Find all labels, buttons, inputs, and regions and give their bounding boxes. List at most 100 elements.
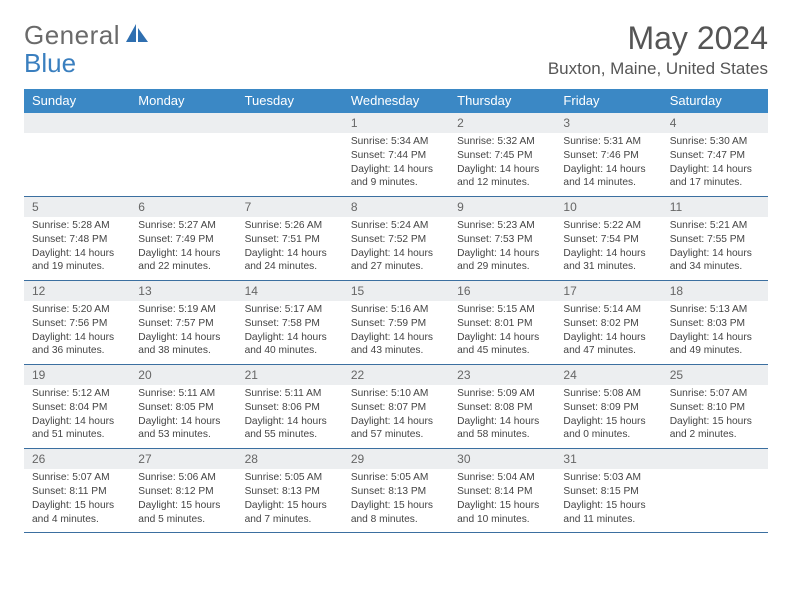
day-number: 7 [237, 197, 343, 217]
day-line: Sunrise: 5:28 AM [32, 219, 122, 233]
brand-part2: Blue [24, 48, 76, 79]
day-detail: Sunrise: 5:20 AMSunset: 7:56 PMDaylight:… [24, 301, 130, 364]
day-line: Sunrise: 5:21 AM [670, 219, 760, 233]
day-line: Sunrise: 5:04 AM [457, 471, 547, 485]
day-number: 4 [662, 113, 768, 133]
day-line: and 9 minutes. [351, 176, 441, 190]
day-line: and 11 minutes. [563, 513, 653, 527]
day-line: Sunset: 8:13 PM [245, 485, 335, 499]
day-number: 23 [449, 365, 555, 385]
day-line: Daylight: 15 hours [563, 499, 653, 513]
day-line: and 2 minutes. [670, 428, 760, 442]
day-line: Sunset: 7:59 PM [351, 317, 441, 331]
day-line: and 14 minutes. [563, 176, 653, 190]
day-line: Daylight: 15 hours [32, 499, 122, 513]
day-line: Sunset: 8:08 PM [457, 401, 547, 415]
day-line: Sunset: 8:04 PM [32, 401, 122, 415]
day-line: Sunset: 8:05 PM [138, 401, 228, 415]
day-line: and 51 minutes. [32, 428, 122, 442]
day-line: Daylight: 14 hours [563, 331, 653, 345]
day-line: Sunset: 8:09 PM [563, 401, 653, 415]
calendar-grid: SundayMondayTuesdayWednesdayThursdayFrid… [24, 89, 768, 533]
day-detail: Sunrise: 5:23 AMSunset: 7:53 PMDaylight:… [449, 217, 555, 280]
dow-cell: Wednesday [343, 89, 449, 113]
day-line: Sunset: 7:53 PM [457, 233, 547, 247]
day-line: and 8 minutes. [351, 513, 441, 527]
day-line: Daylight: 14 hours [32, 331, 122, 345]
day-number: 14 [237, 281, 343, 301]
day-line: Daylight: 14 hours [670, 331, 760, 345]
day-line: Sunset: 8:14 PM [457, 485, 547, 499]
day-line: Sunrise: 5:32 AM [457, 135, 547, 149]
day-number: 8 [343, 197, 449, 217]
day-number [662, 449, 768, 469]
detail-row: Sunrise: 5:28 AMSunset: 7:48 PM Daylight:… [24, 217, 768, 280]
day-line: Sunrise: 5:06 AM [138, 471, 228, 485]
day-line: Sunset: 7:51 PM [245, 233, 335, 247]
day-line: Sunrise: 5:17 AM [245, 303, 335, 317]
day-line: and 43 minutes. [351, 344, 441, 358]
dow-cell: Sunday [24, 89, 130, 113]
day-number: 17 [555, 281, 661, 301]
day-line: and 4 minutes. [32, 513, 122, 527]
day-line: Sunrise: 5:13 AM [670, 303, 760, 317]
day-number: 12 [24, 281, 130, 301]
day-detail: Sunrise: 5:07 AMSunset: 8:11 PMDaylight:… [24, 469, 130, 532]
day-number: 1 [343, 113, 449, 133]
location: Buxton, Maine, United States [548, 59, 768, 79]
day-line: Sunset: 7:56 PM [32, 317, 122, 331]
day-line: and 38 minutes. [138, 344, 228, 358]
day-line: Daylight: 14 hours [457, 163, 547, 177]
day-line: Sunrise: 5:07 AM [670, 387, 760, 401]
day-line: Daylight: 14 hours [457, 415, 547, 429]
day-number: 6 [130, 197, 236, 217]
day-line: Sunset: 7:55 PM [670, 233, 760, 247]
day-line: Sunrise: 5:07 AM [32, 471, 122, 485]
day-line: Sunrise: 5:08 AM [563, 387, 653, 401]
day-line: and 53 minutes. [138, 428, 228, 442]
day-line: Sunset: 8:15 PM [563, 485, 653, 499]
day-line: and 19 minutes. [32, 260, 122, 274]
week: 12131415161718Sunrise: 5:20 AMSunset: 7:… [24, 281, 768, 365]
day-detail: Sunrise: 5:11 AMSunset: 8:06 PMDaylight:… [237, 385, 343, 448]
day-number: 30 [449, 449, 555, 469]
dow-cell: Tuesday [237, 89, 343, 113]
day-line: and 24 minutes. [245, 260, 335, 274]
day-line: and 58 minutes. [457, 428, 547, 442]
day-number: 19 [24, 365, 130, 385]
day-detail: Sunrise: 5:04 AMSunset: 8:14 PMDaylight:… [449, 469, 555, 532]
day-detail: Sunrise: 5:28 AMSunset: 7:48 PMDaylight:… [24, 217, 130, 280]
day-line: Sunrise: 5:24 AM [351, 219, 441, 233]
day-detail: Sunrise: 5:19 AMSunset: 7:57 PMDaylight:… [130, 301, 236, 364]
day-line: and 0 minutes. [563, 428, 653, 442]
day-line: Sunrise: 5:05 AM [351, 471, 441, 485]
day-line: Sunrise: 5:05 AM [245, 471, 335, 485]
day-line: Daylight: 14 hours [457, 247, 547, 261]
daynum-row: 262728293031 [24, 449, 768, 469]
day-line: Sunrise: 5:14 AM [563, 303, 653, 317]
day-detail: Sunrise: 5:21 AMSunset: 7:55 PMDaylight:… [662, 217, 768, 280]
day-line: Daylight: 14 hours [351, 331, 441, 345]
day-line: and 10 minutes. [457, 513, 547, 527]
day-line: Sunrise: 5:22 AM [563, 219, 653, 233]
day-line: Daylight: 14 hours [563, 247, 653, 261]
day-detail: Sunrise: 5:15 AMSunset: 8:01 PMDaylight:… [449, 301, 555, 364]
day-detail: Sunrise: 5:03 AMSunset: 8:15 PMDaylight:… [555, 469, 661, 532]
day-detail: Sunrise: 5:24 AMSunset: 7:52 PMDaylight:… [343, 217, 449, 280]
day-detail: Sunrise: 5:13 AMSunset: 8:03 PMDaylight:… [662, 301, 768, 364]
day-line: and 27 minutes. [351, 260, 441, 274]
day-line: Sunset: 8:01 PM [457, 317, 547, 331]
day-line: and 57 minutes. [351, 428, 441, 442]
day-line: Sunrise: 5:27 AM [138, 219, 228, 233]
day-line: Daylight: 15 hours [245, 499, 335, 513]
day-line: Sunset: 7:57 PM [138, 317, 228, 331]
day-line: Sunset: 7:46 PM [563, 149, 653, 163]
daynum-row: 12131415161718 [24, 281, 768, 301]
day-line: Sunrise: 5:11 AM [245, 387, 335, 401]
day-detail: Sunrise: 5:14 AMSunset: 8:02 PMDaylight:… [555, 301, 661, 364]
day-line: Daylight: 14 hours [138, 331, 228, 345]
day-number: 10 [555, 197, 661, 217]
day-line: Sunset: 7:48 PM [32, 233, 122, 247]
day-detail: Sunrise: 5:30 AMSunset: 7:47 PMDaylight:… [662, 133, 768, 196]
dow-header-row: SundayMondayTuesdayWednesdayThursdayFrid… [24, 89, 768, 113]
